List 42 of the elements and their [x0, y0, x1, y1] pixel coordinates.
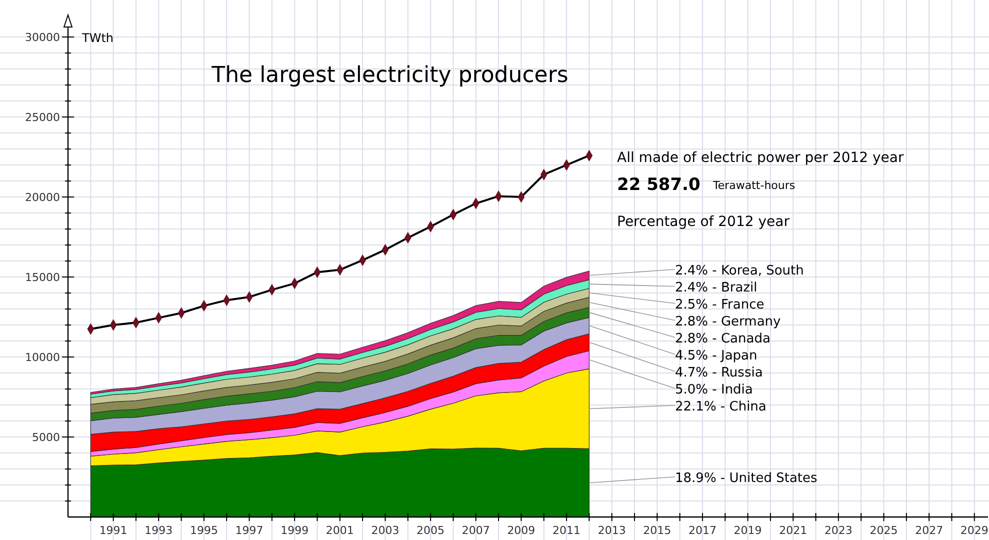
x-tick-label: 1999 — [280, 524, 309, 537]
x-tick-label: 2011 — [552, 524, 581, 537]
text: The largest electricity producers — [210, 63, 568, 88]
text: 2.4% - Brazil — [675, 280, 758, 296]
text: 2.8% - Germany — [675, 314, 782, 330]
x-tick-label: 1997 — [235, 524, 264, 537]
text: 18.9% - United States — [675, 470, 818, 486]
x-tick-label: 2029 — [960, 524, 988, 537]
x-tick-label: 1995 — [190, 524, 218, 537]
x-tick-label: 2001 — [326, 524, 354, 537]
annotation: 22 587.0 — [617, 175, 701, 195]
x-tick-label: 2003 — [371, 524, 400, 537]
annotation: All made of electric power per 2012 year — [617, 150, 904, 166]
text: 2.8% - Canada — [675, 331, 770, 346]
text: 4.7% - Russia — [675, 365, 763, 380]
y-tick-label: 25000 — [25, 111, 60, 124]
x-tick-label: 2019 — [734, 524, 762, 537]
y-tick-label: 20000 — [25, 191, 60, 204]
text: 4.5% - Japan — [675, 348, 758, 364]
x-tick-label: 2017 — [688, 524, 716, 537]
x-tick-label: 1993 — [144, 524, 173, 537]
text: 2.5% - France — [675, 297, 764, 312]
x-tick-label: 2025 — [870, 524, 898, 537]
x-tick-label: 1991 — [99, 524, 128, 537]
y-tick-label: 15000 — [25, 271, 60, 284]
y-axis-title: TWth — [81, 31, 114, 45]
x-tick-label: 2009 — [507, 524, 536, 537]
annotation: Terawatt-hours — [712, 179, 796, 192]
y-tick-label: 5000 — [32, 431, 60, 444]
x-tick-label: 2021 — [779, 524, 808, 537]
annotation: Percentage of 2012 year — [617, 214, 790, 230]
y-tick-label: 10000 — [25, 351, 60, 364]
x-tick-label: 2027 — [915, 524, 944, 537]
x-tick-label: 2023 — [824, 524, 852, 537]
text: 5.0% - India — [675, 382, 753, 398]
x-tick-label: 2007 — [462, 524, 490, 537]
y-tick-label: 30000 — [25, 31, 60, 44]
x-tick-label: 2015 — [643, 524, 672, 537]
x-tick-label: 2013 — [598, 524, 626, 537]
text: 2.4% - Korea, South — [675, 263, 804, 278]
x-tick-label: 2005 — [416, 524, 445, 537]
text: 22.1% - China — [675, 399, 766, 414]
